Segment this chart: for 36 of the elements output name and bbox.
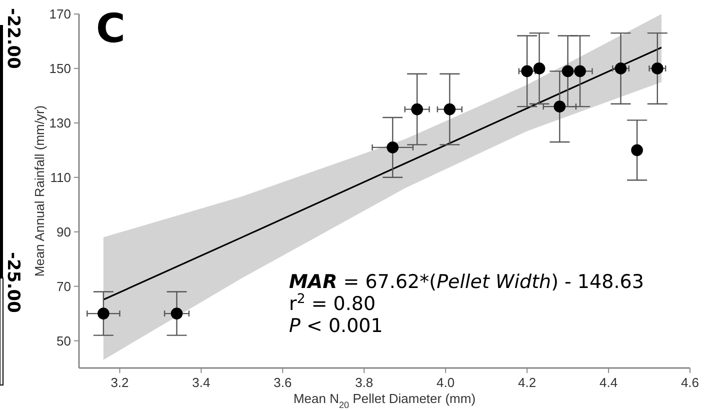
text: -22.00 [3,8,23,69]
y-tick-label: 150 [49,61,71,76]
x-tick-label: 3.8 [355,375,374,390]
point [411,103,424,116]
x-tick-label: 4.2 [518,375,536,390]
point [562,65,574,78]
x-axis-title: Mean N$_{20}$ Pellet Diameter (mm) [293,391,476,410]
point [521,65,533,78]
point [554,100,566,112]
x-tick-label: 3.2 [110,375,129,390]
y-tick-label: 70 [56,278,71,294]
y-axis-title: Mean Annual Rainfall (mm/yr) [32,105,47,277]
point [98,308,110,320]
point [444,103,456,116]
x-tick-label: 4.0 [436,375,455,390]
annotation: MAR = 67.62*(Pellet Width) - 148.63 [289,271,644,293]
y-tick-label: 130 [49,115,71,130]
x-tick-label: 3.6 [274,375,292,390]
point [386,142,399,154]
x-tick-label: 3.4 [192,375,210,390]
x-tick-label: 4.6 [680,375,700,390]
y-tick-label: 50 [56,333,71,348]
point [631,144,643,156]
x-tick-label: 4.4 [599,375,618,390]
point [614,62,627,74]
y-tick-label: 110 [50,170,71,185]
y-tick-label: 90 [56,224,71,240]
point [533,62,546,74]
y-tick-label: 170 [49,6,71,22]
text: -25.00 [3,252,23,313]
annotation: r$^{2}$ = 0.80 [289,292,376,315]
annotation: C [96,6,126,52]
point [574,65,586,78]
point [651,62,664,74]
annotation: P < 0.001 [289,315,383,337]
point [170,308,183,320]
